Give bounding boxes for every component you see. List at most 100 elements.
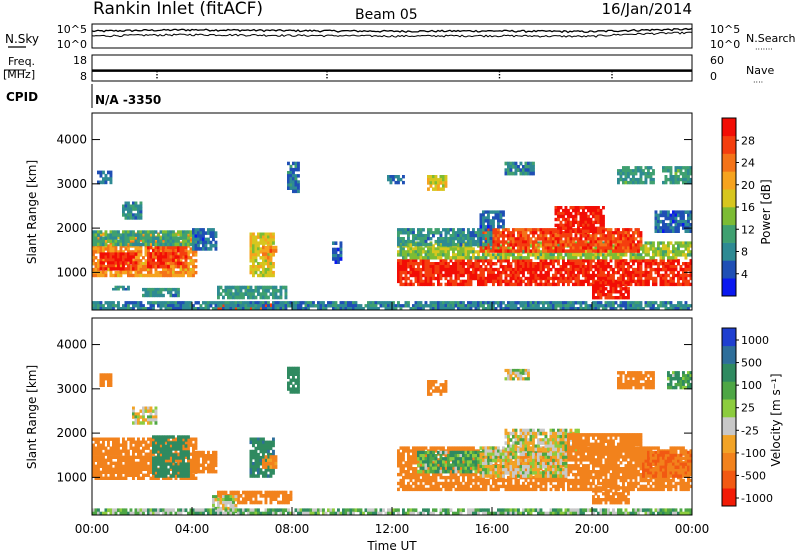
power-cells-patch-15 <box>524 259 528 263</box>
power-cells-patch-18 <box>582 223 585 228</box>
power-cells-patch-11 <box>157 290 160 295</box>
power-cells-patch-15 <box>529 270 533 275</box>
power-cells-patch-9 <box>294 186 298 190</box>
power-cells-patch-15 <box>432 270 435 275</box>
power-cells-patch-11 <box>154 293 158 298</box>
power-cells-patch-4 <box>109 170 113 175</box>
power-cells-patch-17 <box>617 237 620 241</box>
vel-cells-patch-0 <box>97 437 100 441</box>
power-cells-patch-16 <box>409 250 413 254</box>
power-cells-patch-15 <box>647 262 650 266</box>
power-cells-patch-15 <box>507 259 510 263</box>
power-cells-patch-28 <box>369 304 373 308</box>
vel-cells-patch-0 <box>112 467 115 471</box>
power-cells-patch-9 <box>287 171 290 175</box>
power-cells-patch-28 <box>417 304 420 308</box>
power-cells-patch-8 <box>264 255 268 260</box>
vel-cells-patch-0 <box>104 449 108 453</box>
nave-mark-2 <box>498 71 501 73</box>
power-cells-patch-28 <box>344 307 348 311</box>
power-cells-patch-28 <box>222 301 225 305</box>
power-cells-patch-17 <box>519 249 523 253</box>
power-cells-patch-19 <box>474 234 478 238</box>
power-cells-patch-0 <box>107 250 110 254</box>
power-cells-patch-27 <box>607 290 610 294</box>
power-cells-patch-17 <box>594 237 598 241</box>
power-cells-patch-15 <box>439 270 443 275</box>
power-cells-patch-16 <box>409 256 413 260</box>
power-cells-patch-11 <box>174 293 178 298</box>
power-cbar-swatch-4 <box>722 207 736 226</box>
power-cells-patch-10 <box>217 295 220 300</box>
power-cells-patch-22 <box>427 178 430 182</box>
power-cells-patch-16 <box>434 256 438 260</box>
power-cells-patch-24 <box>642 172 645 176</box>
power-cells-patch-15 <box>689 276 693 281</box>
power-cells-patch-10 <box>272 295 275 300</box>
power-cells-patch-15 <box>467 282 470 287</box>
power-cells-patch-28 <box>284 301 288 305</box>
power-cells-patch-18 <box>579 214 583 219</box>
power-cells-patch-1 <box>99 255 103 259</box>
power-cells-patch-23 <box>514 168 518 172</box>
power-cells-patch-23 <box>527 171 530 176</box>
power-cells-patch-17 <box>517 228 520 232</box>
power-cells-patch-24 <box>632 180 635 185</box>
power-cells-patch-17 <box>542 246 545 250</box>
power-cells-patch-0 <box>192 253 195 257</box>
power-cells-patch-15 <box>547 267 550 272</box>
power-cells-patch-17 <box>539 231 543 235</box>
power-cells-patch-28 <box>517 301 520 305</box>
power-cells-patch-28 <box>244 307 248 311</box>
power-cells-patch-28 <box>392 301 395 305</box>
power-cells-patch-15 <box>587 265 590 269</box>
power-cells-patch-17 <box>629 240 633 244</box>
vel-cells-patch-0 <box>94 458 98 462</box>
power-cells-patch-25 <box>677 169 680 173</box>
power-cells-patch-22 <box>427 187 430 191</box>
power-cells-patch-17 <box>579 246 583 250</box>
power-cells-patch-17 <box>572 246 575 250</box>
power-cells-patch-1 <box>117 255 120 259</box>
power-cells-patch-16 <box>674 250 678 254</box>
power-cells-patch-15 <box>677 270 680 275</box>
power-cells-patch-15 <box>569 273 573 278</box>
power-cells-patch-24 <box>624 166 628 170</box>
power-cells-patch-3 <box>169 242 173 247</box>
power-cells-patch-7 <box>257 235 260 239</box>
power-cells-patch-17 <box>509 240 513 244</box>
power-cells-patch-15 <box>464 279 468 284</box>
power-cells-patch-0 <box>144 250 148 254</box>
power-cells-patch-19 <box>454 242 458 247</box>
power-cells-patch-28 <box>389 301 393 305</box>
power-cells-patch-3 <box>134 239 138 244</box>
power-cells-patch-24 <box>637 180 640 185</box>
power-cells-patch-18 <box>574 208 578 213</box>
power-cells-patch-15 <box>587 276 590 281</box>
power-cells-patch-17 <box>524 237 528 241</box>
power-cells-patch-15 <box>462 279 465 284</box>
power-cells-patch-15 <box>424 270 428 275</box>
vel-cells-patch-0 <box>134 473 138 477</box>
power-cells-patch-21 <box>662 219 665 224</box>
power-cells-patch-11 <box>154 287 158 292</box>
power-cells-patch-7 <box>252 270 255 275</box>
power-cells-patch-17 <box>549 246 553 250</box>
power-cells-patch-15 <box>672 279 675 284</box>
vel-cells-patch-0 <box>129 467 133 471</box>
power-cells-patch-16 <box>517 253 520 257</box>
power-cells-patch-22 <box>432 175 435 179</box>
power-cells-patch-15 <box>484 267 488 272</box>
power-cells-patch-25 <box>669 166 673 170</box>
power-cells-patch-18 <box>589 206 593 210</box>
power-cells-patch-7 <box>249 256 253 260</box>
power-cells-patch-15 <box>454 259 458 263</box>
power-cells-patch-15 <box>679 273 683 278</box>
power-cells-patch-15 <box>654 267 658 272</box>
power-cells-patch-15 <box>584 270 588 275</box>
power-cells-patch-21 <box>659 219 663 224</box>
power-cells-patch-10 <box>242 285 245 290</box>
power-cells-patch-0 <box>102 232 105 236</box>
power-cells-patch-16 <box>657 250 660 254</box>
power-cells-patch-15 <box>402 265 405 269</box>
